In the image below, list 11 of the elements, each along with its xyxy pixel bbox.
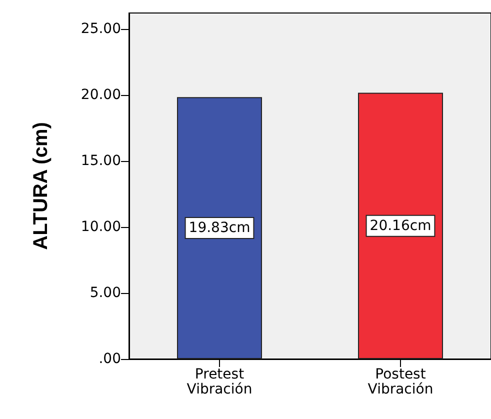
y-tick-label: 25.00 [80,20,121,37]
x-tick-label: Pretest Vibración [186,366,252,398]
y-tick-label: 10.00 [80,218,121,235]
y-tick-label: 5.00 [90,284,121,301]
y-tick-label: 15.00 [80,152,121,169]
data-label: 20.16cm [370,218,432,234]
y-tick-label: .00 [98,351,121,367]
y-axis-title: ALTURA (cm) [30,122,52,250]
x-tick-label: Postest Vibración [368,366,434,398]
y-tick-label: 20.00 [80,86,121,103]
data-label: 19.83cm [188,220,250,236]
